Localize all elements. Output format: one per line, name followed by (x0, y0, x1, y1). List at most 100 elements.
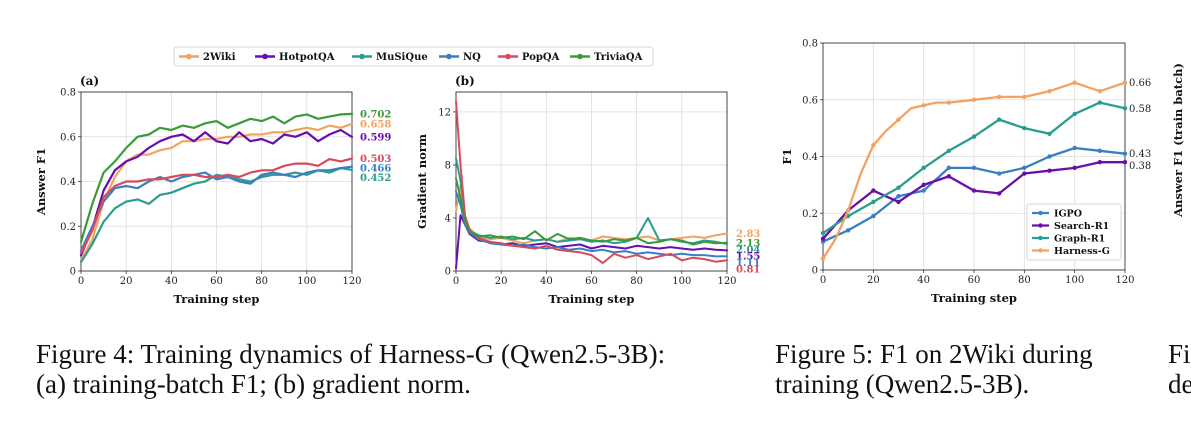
legend-label-nq: NQ (463, 52, 481, 63)
shared-legend: 2Wiki HotpotQA MuSiQue NQ PopQA TriviaQA (173, 46, 654, 67)
end-value-label-hotpotqa: 1.55 (736, 251, 760, 262)
y-tick-label: 0.8 (802, 39, 818, 50)
data-point-igpo (971, 165, 977, 171)
data-point-igpo (1047, 154, 1052, 159)
end-value-label-popqa: 0.81 (736, 264, 760, 275)
data-point-harness-g (845, 208, 851, 213)
x-tick-label: 20 (120, 276, 133, 287)
y-tick-label: 0.6 (60, 132, 76, 143)
y-tick-label: 0 (70, 267, 76, 278)
fig5-legend-marker-igpo (1038, 210, 1043, 216)
end-value-label-nq: 0.466 (360, 163, 391, 174)
fig5-legend-marker-graph-r1 (1038, 235, 1043, 241)
data-point-search-r1 (896, 199, 901, 205)
data-point-igpo (845, 228, 851, 233)
legend-label-triviaqa: TriviaQA (594, 52, 643, 63)
data-point-search-r1 (921, 182, 926, 188)
series-line-triviaqa (455, 177, 728, 246)
data-point-graph-r1 (1122, 106, 1128, 111)
end-value-label-hotpotqa: 0.599 (360, 132, 391, 143)
data-point-search-r1 (946, 174, 952, 179)
x-tick-label: 80 (1018, 275, 1031, 286)
panel-label: (a) (80, 74, 99, 88)
data-point-graph-r1 (820, 230, 826, 236)
fig5-legend-box (1026, 203, 1122, 261)
x-tick-label: 20 (495, 276, 508, 287)
series-line-nq (79, 165, 354, 252)
x-tick-label: 100 (297, 276, 316, 287)
figure-4-caption-line-1: Figure 4: Training dynamics of Harness-G… (36, 339, 666, 369)
data-point-graph-r1 (971, 134, 977, 139)
x-tick-label: 0 (453, 276, 459, 287)
data-point-harness-g (1047, 89, 1052, 94)
data-point-graph-r1 (871, 199, 876, 205)
y-tick-label: 0.8 (60, 88, 76, 99)
fig5-legend-marker-search-r1 (1038, 223, 1043, 228)
y-axis-title: Gradient norm (415, 134, 429, 229)
y-tick-label: 12 (438, 107, 451, 118)
end-value-label-nq: 1.11 (736, 258, 760, 269)
end-value-label-harness-g: 0.66 (1129, 78, 1151, 89)
chart-panel-a-training-f1: 0 20 40 60 80 100 120 0 0.2 0.4 0.6 0.8 Training ste… (34, 74, 391, 306)
x-tick-label: 0 (78, 276, 84, 287)
data-point-igpo (1022, 165, 1027, 171)
x-tick-label: 100 (1065, 275, 1084, 286)
data-point-harness-g (1022, 94, 1027, 100)
x-axis-title: Training step (174, 292, 260, 306)
legend-label-popqa: PopQA (522, 52, 560, 63)
data-point-search-r1 (820, 236, 826, 241)
end-value-label-triviaqa: 2.13 (736, 238, 760, 249)
data-point-harness-g (971, 97, 977, 102)
y-tick-label: 0.4 (60, 177, 76, 188)
data-point-igpo (996, 171, 1002, 176)
x-tick-label: 60 (968, 275, 981, 286)
data-point-harness-g (946, 100, 952, 105)
panel-label: (b) (455, 74, 475, 88)
end-value-label-popqa: 0.503 (360, 154, 391, 165)
x-tick-label: 40 (165, 276, 178, 287)
data-point-igpo (946, 165, 952, 171)
legend-marker-popqa (505, 53, 511, 60)
series-line-popqa (455, 100, 728, 264)
data-point-harness-g (1072, 80, 1077, 85)
end-value-label-musique: 0.452 (360, 173, 391, 184)
legend-marker-nq (446, 53, 452, 60)
data-point-harness-g (1122, 80, 1128, 85)
x-axis-title: Training step (931, 291, 1017, 305)
data-point-graph-r1 (946, 148, 952, 154)
data-point-igpo (1122, 151, 1128, 156)
data-point-harness-g (996, 94, 1002, 100)
end-value-label-search-r1: 0.38 (1129, 161, 1151, 172)
data-point-search-r1 (1022, 171, 1027, 176)
fig5-legend-label-harness-g: Harness-G (1054, 246, 1110, 257)
data-point-igpo (1072, 145, 1077, 151)
x-axis-title: Training step (549, 292, 635, 306)
figure-6-caption-fragment-2: de (1168, 369, 1191, 399)
legend-label-2wiki: 2Wiki (203, 52, 236, 63)
data-point-graph-r1 (1072, 111, 1077, 117)
series-line-musique (79, 167, 354, 264)
x-tick-label: 80 (630, 276, 643, 287)
data-point-igpo (921, 188, 926, 193)
chart-panel-b-gradient-norm: 0 20 40 60 80 100 120 0 4 8 12 Training step Gradien… (415, 74, 760, 306)
data-point-search-r1 (971, 188, 977, 193)
data-point-search-r1 (1122, 159, 1128, 165)
data-point-search-r1 (1047, 168, 1052, 173)
data-point-igpo (1097, 148, 1103, 154)
figure-4-caption-line-2: (a) training-batch F1; (b) gradient norm… (36, 369, 471, 399)
data-point-harness-g (921, 103, 926, 108)
fig5-legend-label-graph-r1: Graph-R1 (1054, 234, 1105, 245)
fig5-legend-marker-harness-g (1038, 248, 1043, 253)
x-tick-label: 100 (672, 276, 691, 287)
data-point-graph-r1 (921, 165, 926, 171)
x-tick-label: 40 (917, 275, 930, 286)
fig5-legend-label-search-r1: Search-R1 (1054, 221, 1109, 232)
figure-6-caption-fragment-1: Fi (1168, 339, 1191, 369)
series-line-hotpotqa (79, 128, 354, 257)
x-tick-label: 80 (255, 276, 268, 287)
data-point-harness-g (896, 117, 901, 122)
x-tick-label: 120 (1115, 275, 1134, 286)
data-point-search-r1 (1072, 165, 1077, 171)
legend-label-hotpotqa: HotpotQA (279, 52, 335, 63)
y-axis-title: Answer F1 (34, 148, 48, 216)
